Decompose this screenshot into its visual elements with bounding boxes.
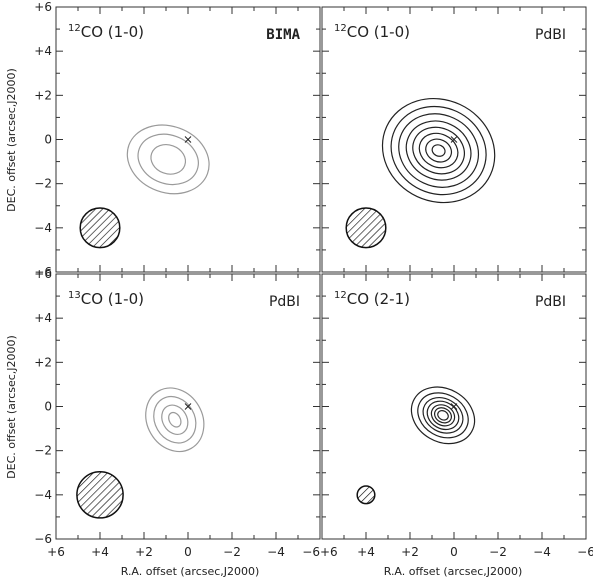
- x-tick-label: +6: [47, 545, 65, 559]
- contour-level: [168, 411, 182, 428]
- y-tick-label: +4: [34, 44, 52, 58]
- panel-1: 12CO (1-0) BIMA: [55, 6, 321, 273]
- contour-level: [422, 396, 464, 434]
- contour-level: [410, 386, 476, 445]
- contour-level: [412, 126, 465, 175]
- contour-level: [398, 113, 480, 188]
- beam-ellipse: [79, 207, 121, 249]
- cross-marker: [450, 403, 458, 410]
- contour-level: [437, 410, 449, 421]
- y-tick-label: +6: [34, 0, 52, 14]
- x-tick-label: −6: [577, 545, 593, 559]
- contour-level: [433, 407, 453, 424]
- contour-level: [390, 105, 487, 196]
- contour-level: [145, 387, 205, 453]
- cross-marker: [450, 136, 458, 143]
- transition-label: CO (1-0): [81, 290, 144, 308]
- contour-level: [430, 404, 456, 427]
- contour-level: [137, 133, 199, 186]
- telescope-label: BIMA: [266, 27, 300, 43]
- contour-level: [418, 132, 459, 169]
- y-tick-label: +2: [34, 88, 52, 102]
- y-tick-label: 0: [44, 400, 52, 414]
- isotope-label: 13: [68, 290, 81, 301]
- beam-ellipse: [76, 470, 124, 519]
- panel-2: 12CO (1-0) PdBI: [321, 6, 587, 273]
- contour-level: [381, 97, 496, 204]
- x-tick-label: −4: [267, 545, 285, 559]
- isotope-label: 12: [68, 23, 81, 34]
- telescope-label: PdBI: [269, 294, 300, 310]
- x-tick-label: +2: [401, 545, 419, 559]
- contour-level: [425, 138, 453, 163]
- cross-marker: [184, 403, 192, 410]
- isotope-label: 12: [334, 23, 347, 34]
- x-tick-label: 0: [184, 545, 192, 559]
- x-tick-label: +2: [135, 545, 153, 559]
- y-tick-label: −2: [34, 177, 52, 191]
- x-tick-label: +4: [357, 545, 375, 559]
- transition-label: CO (1-0): [347, 23, 410, 41]
- cross-marker: [184, 136, 192, 143]
- transition-label: CO (2-1): [347, 290, 410, 308]
- transition-label: CO (1-0): [81, 23, 144, 41]
- panel-line-label: 12CO (1-0): [334, 23, 410, 41]
- y-tick-label: 0: [44, 133, 52, 147]
- y-tick-label: +6: [34, 267, 52, 281]
- x-axis-title-right: R.A. offset (arcsec,J2000): [384, 565, 523, 578]
- contour-level: [150, 144, 187, 175]
- x-axis-title-left: R.A. offset (arcsec,J2000): [121, 565, 260, 578]
- x-tick-label: −2: [489, 545, 507, 559]
- panel-line-label: 12CO (1-0): [68, 23, 144, 41]
- contour-level: [126, 124, 210, 195]
- x-tick-label: −4: [533, 545, 551, 559]
- x-tick-label: +4: [91, 545, 109, 559]
- y-tick-label: +4: [34, 311, 52, 325]
- x-tick-label: −2: [223, 545, 241, 559]
- panel-line-label: 12CO (2-1): [334, 290, 410, 308]
- y-axis-title-bottom: DEC. offset (arcsec,J2000): [5, 335, 18, 479]
- y-tick-label: +2: [34, 355, 52, 369]
- isotope-label: 12: [334, 290, 347, 301]
- x-tick-label: 0: [450, 545, 458, 559]
- tick-labels: +6+4+20−2−4−6+6+4+20−2−4−6+6 +4 +2 0 −2 −4 −6+…: [34, 0, 593, 559]
- x-tick-label: −6+6: [302, 545, 337, 559]
- beam-ellipse: [345, 207, 387, 249]
- y-tick-label: −6: [34, 532, 52, 546]
- contour-level: [153, 395, 197, 444]
- contour-level: [405, 120, 472, 181]
- panel-4: 12CO (2-1) PdBI: [321, 273, 587, 540]
- y-tick-label: −2: [34, 444, 52, 458]
- contour-level: [417, 392, 469, 439]
- beam-ellipse: [356, 485, 376, 505]
- y-tick-label: −4: [34, 221, 52, 235]
- contour-level: [431, 144, 446, 157]
- contour-level: [161, 404, 189, 436]
- panel-line-label: 13CO (1-0): [68, 290, 144, 308]
- telescope-label: PdBI: [535, 294, 566, 310]
- panel-3: 13CO (1-0) PdBI: [55, 273, 321, 540]
- contour-level: [426, 400, 460, 431]
- y-tick-label: −4: [34, 488, 52, 502]
- y-axis-title-top: DEC. offset (arcsec,J2000): [5, 68, 18, 212]
- y-tick-label: −6: [34, 265, 52, 279]
- telescope-label: PdBI: [535, 27, 566, 43]
